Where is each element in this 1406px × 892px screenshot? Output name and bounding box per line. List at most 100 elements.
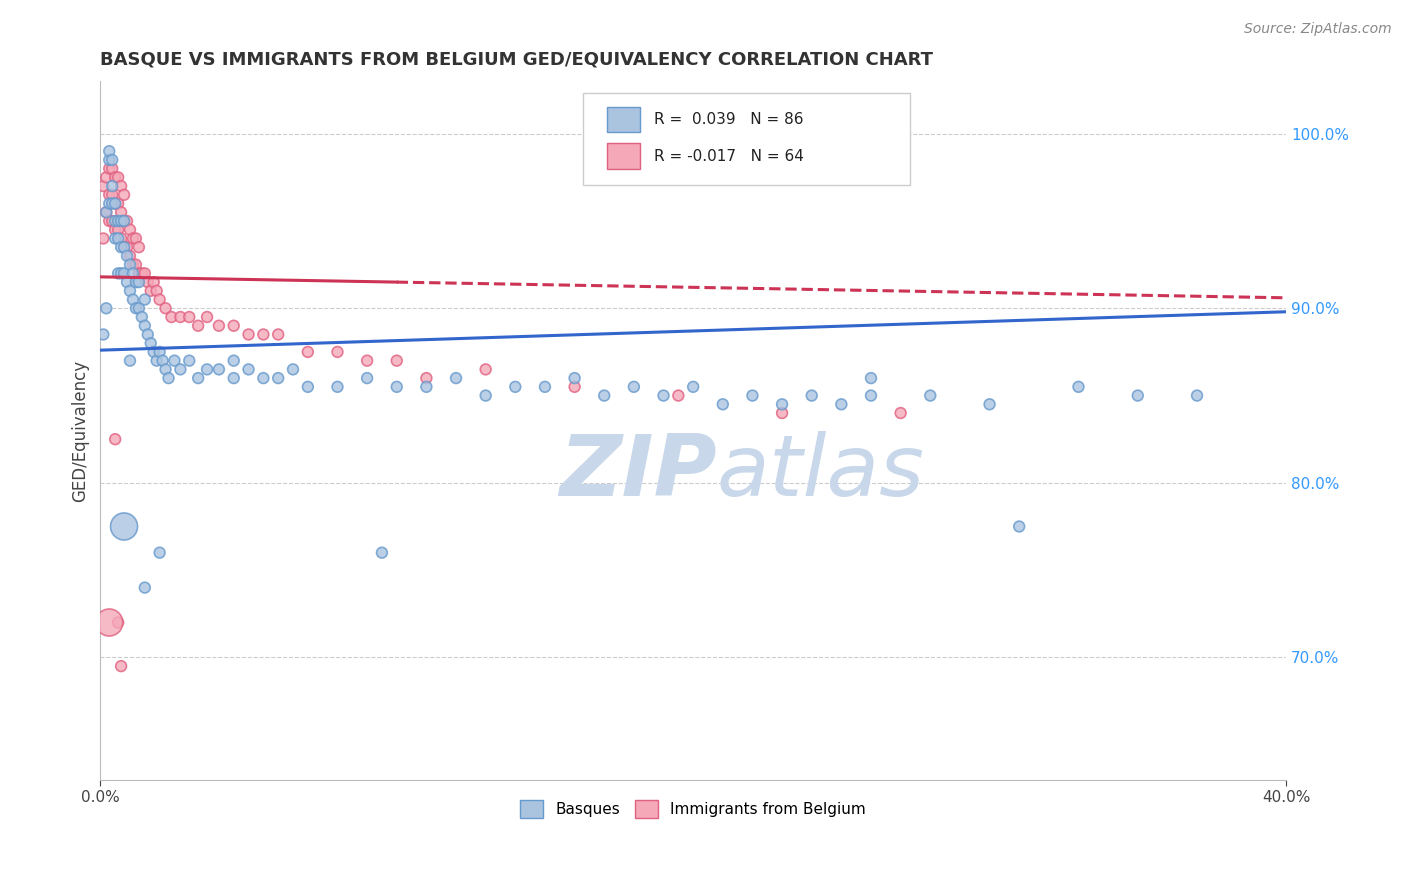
FancyBboxPatch shape xyxy=(583,94,910,185)
Point xyxy=(238,327,260,342)
Point xyxy=(356,353,378,368)
Point xyxy=(356,371,378,385)
Point xyxy=(149,345,172,359)
Point xyxy=(136,327,159,342)
Point xyxy=(890,406,912,420)
Point xyxy=(142,275,165,289)
Text: R = -0.017   N = 64: R = -0.017 N = 64 xyxy=(654,149,804,163)
Point xyxy=(136,275,159,289)
Point xyxy=(104,231,127,245)
Point xyxy=(101,161,124,176)
Point xyxy=(122,231,145,245)
Point xyxy=(326,380,349,394)
Point xyxy=(98,214,121,228)
Point xyxy=(252,371,274,385)
Point xyxy=(222,371,245,385)
Point xyxy=(163,353,186,368)
FancyBboxPatch shape xyxy=(606,107,640,132)
Point xyxy=(179,353,201,368)
Point xyxy=(770,406,793,420)
Point xyxy=(666,388,689,402)
Point xyxy=(96,205,118,219)
Point xyxy=(115,240,138,254)
Text: R =  0.039   N = 86: R = 0.039 N = 86 xyxy=(654,112,804,128)
Point xyxy=(134,318,156,333)
Point xyxy=(139,284,162,298)
Point xyxy=(101,196,124,211)
Point xyxy=(281,362,304,376)
Point xyxy=(110,231,132,245)
Point xyxy=(128,266,150,280)
Point xyxy=(91,327,114,342)
Point xyxy=(101,187,124,202)
Point xyxy=(110,179,132,194)
Text: BASQUE VS IMMIGRANTS FROM BELGIUM GED/EQUIVALENCY CORRELATION CHART: BASQUE VS IMMIGRANTS FROM BELGIUM GED/EQ… xyxy=(100,51,934,69)
Point xyxy=(104,432,127,446)
Point xyxy=(107,214,129,228)
Point xyxy=(920,388,942,402)
Point xyxy=(222,353,245,368)
Point xyxy=(125,275,148,289)
Point xyxy=(131,310,153,324)
Point xyxy=(859,388,882,402)
Point xyxy=(104,223,127,237)
Point xyxy=(187,371,209,385)
Point xyxy=(169,362,191,376)
Point xyxy=(474,388,496,402)
Point xyxy=(112,519,135,533)
Point xyxy=(145,353,167,368)
Point xyxy=(104,214,127,228)
Point xyxy=(1185,388,1208,402)
Point xyxy=(96,205,118,219)
Point xyxy=(101,214,124,228)
Point xyxy=(444,371,467,385)
Point xyxy=(107,196,129,211)
Point xyxy=(564,380,586,394)
Point xyxy=(741,388,763,402)
Point xyxy=(157,371,180,385)
Point xyxy=(118,284,141,298)
Point xyxy=(800,388,823,402)
Point xyxy=(107,266,129,280)
Point xyxy=(208,318,231,333)
Point xyxy=(208,362,231,376)
Point xyxy=(371,546,394,560)
Point xyxy=(415,380,437,394)
Point xyxy=(1126,388,1149,402)
Point xyxy=(110,214,132,228)
Point xyxy=(101,179,124,194)
Point xyxy=(652,388,675,402)
Text: Source: ZipAtlas.com: Source: ZipAtlas.com xyxy=(1244,22,1392,37)
Point xyxy=(128,275,150,289)
Point xyxy=(98,144,121,158)
Point xyxy=(115,214,138,228)
Point xyxy=(122,266,145,280)
Y-axis label: GED/Equivalency: GED/Equivalency xyxy=(72,359,89,501)
Point xyxy=(267,371,290,385)
Point xyxy=(104,196,127,211)
Point xyxy=(187,318,209,333)
Point xyxy=(474,362,496,376)
Point xyxy=(297,345,319,359)
Point xyxy=(155,362,177,376)
Point xyxy=(112,187,135,202)
Point xyxy=(152,353,174,368)
Point xyxy=(195,362,218,376)
Point xyxy=(122,293,145,307)
Point xyxy=(222,318,245,333)
Point xyxy=(107,231,129,245)
Point xyxy=(297,380,319,394)
Point xyxy=(115,275,138,289)
Point xyxy=(564,371,586,385)
Point xyxy=(142,345,165,359)
Point xyxy=(115,249,138,263)
Text: atlas: atlas xyxy=(717,431,925,514)
Point xyxy=(623,380,645,394)
Point xyxy=(91,179,114,194)
Point xyxy=(145,284,167,298)
Point xyxy=(104,170,127,185)
Point xyxy=(107,170,129,185)
Point xyxy=(326,345,349,359)
Point xyxy=(385,353,408,368)
Point xyxy=(110,205,132,219)
